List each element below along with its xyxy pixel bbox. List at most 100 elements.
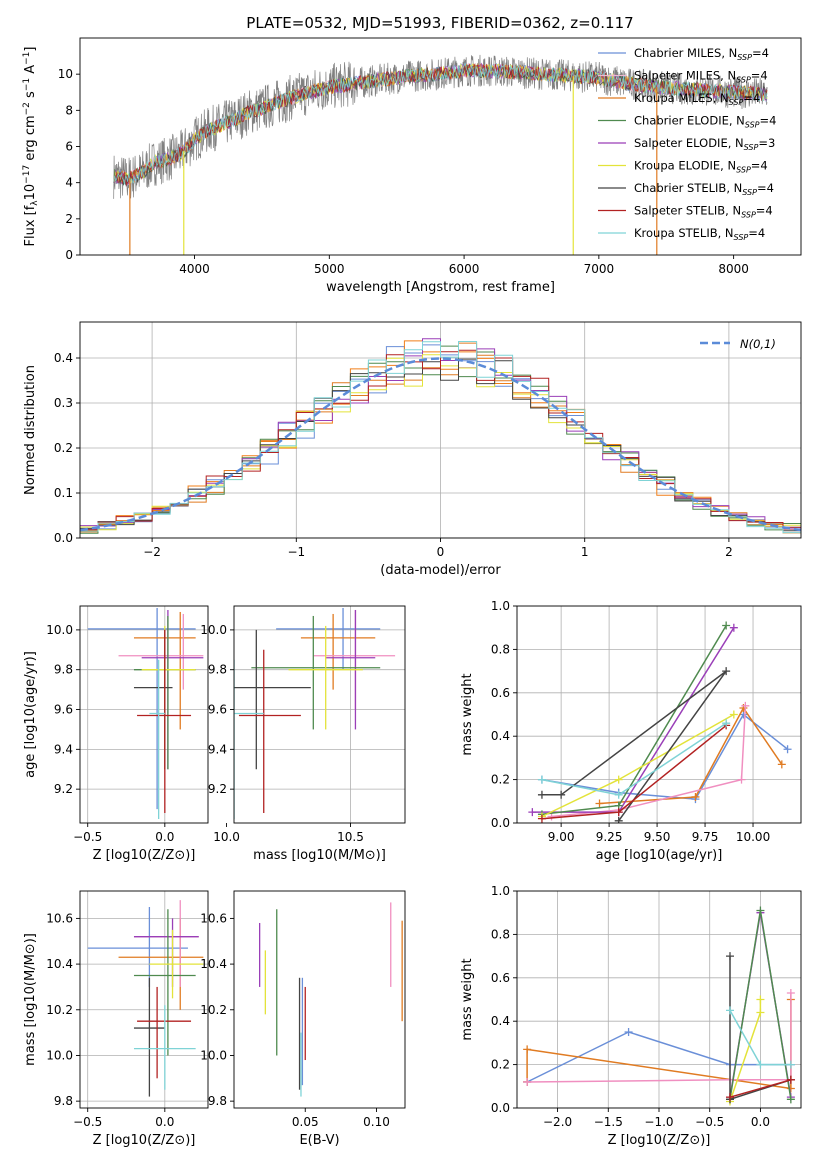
weight-point — [614, 808, 623, 817]
x-tick-label: 5000 — [314, 262, 345, 276]
weight-point — [741, 701, 750, 710]
x-axis-label: mass [log10(M/M⊙)] — [253, 848, 386, 863]
y-tick-label: 0.2 — [491, 773, 510, 787]
error-cross — [288, 625, 363, 730]
weight_vs_Z-plot-area — [517, 891, 801, 1108]
y-tick-label: 10.0 — [200, 1048, 227, 1062]
y-tick-label: 10.2 — [200, 1003, 227, 1017]
weight-point — [537, 814, 546, 823]
y-tick-label: 10.6 — [46, 911, 73, 925]
normal-reference-curve — [80, 357, 801, 532]
age_vs_mass-plot: 10.0 10.5 9.2 9.4 9.6 9.8 10.0 mass [log10(M/M⊙… — [200, 605, 406, 863]
x-axis-label: Z [log10(Z/Z⊙)] — [608, 1133, 711, 1148]
y-tick-label: 9.8 — [54, 663, 73, 677]
plot-frame — [516, 605, 802, 824]
weight-point — [777, 760, 786, 769]
weight-point — [786, 1075, 795, 1084]
x-axis-label: E(B-V) — [299, 1133, 339, 1148]
y-tick-label: 0.3 — [54, 396, 73, 410]
y-tick-label: 0.4 — [54, 351, 73, 365]
x-tick-label: 9.50 — [644, 830, 671, 844]
x-tick-label: −2.0 — [543, 1115, 572, 1129]
weight-point — [786, 1060, 795, 1069]
y-axis-label: mass [log10(M/M⊙)] — [23, 933, 38, 1066]
plot-frame — [233, 890, 406, 1109]
weight-point — [523, 1077, 532, 1086]
x-axis-label: Z [log10(Z/Z⊙)] — [93, 848, 196, 863]
y-tick-label: 0.0 — [54, 531, 73, 545]
y-tick-label: 10 — [58, 67, 73, 81]
y-tick-label: 8 — [65, 103, 73, 117]
y-tick-label: 4 — [65, 176, 73, 190]
weight-point — [614, 790, 623, 799]
y-tick-label: 9.8 — [208, 663, 227, 677]
error-cross — [234, 629, 311, 770]
x-tick-label: 10.0 — [213, 830, 240, 844]
plot-frame — [516, 890, 802, 1109]
y-tick-label: 9.4 — [54, 742, 73, 756]
weight-series-line — [599, 706, 783, 805]
y-tick-label: 0.4 — [491, 1014, 510, 1028]
residual-legend: N(0,1) — [700, 337, 776, 351]
age_vs_Z-plot: −0.5 0.0 9.2 9.4 9.6 9.8 10.0 Z [log10(Z/Z⊙)] ag… — [23, 605, 209, 863]
x-axis-label: (data-model)/error — [380, 563, 501, 578]
error-cross — [149, 659, 165, 820]
y-tick-label: 0.0 — [491, 816, 510, 830]
plot-frame — [233, 605, 406, 824]
plot-frame — [79, 321, 802, 539]
plot-frame — [79, 37, 802, 256]
weight-series-line — [527, 993, 792, 1083]
weight-point — [722, 621, 731, 630]
weight-point — [729, 710, 738, 719]
weight-point — [537, 775, 546, 784]
weight-point — [537, 790, 546, 799]
y-tick-label: 1.0 — [491, 884, 510, 898]
y-tick-label: 10.2 — [46, 1003, 73, 1017]
weight-series-line — [541, 670, 727, 822]
error-cross — [137, 629, 192, 814]
x-tick-label: −0.5 — [73, 830, 102, 844]
weight-point — [786, 988, 795, 997]
age_vs_mass-plot-area — [234, 606, 405, 823]
legend-entry: Salpeter MILES, NSSP=4 — [634, 69, 768, 85]
x-tick-label: 0.05 — [292, 1115, 319, 1129]
error-cross — [133, 918, 199, 987]
mass_vs_ebv-plot-area — [258, 902, 403, 1097]
x-tick-label: −1 — [287, 545, 305, 559]
legend-entry: Salpeter ELODIE, NSSP=3 — [634, 136, 775, 152]
x-tick-label: 0.0 — [155, 830, 174, 844]
error-cross — [133, 900, 199, 987]
weight-point — [756, 1008, 765, 1017]
y-tick-label: 9.2 — [54, 782, 73, 796]
y-tick-label: 0.1 — [54, 486, 73, 500]
error-cross — [118, 613, 204, 690]
y-axis-label: Normed distribution — [23, 365, 38, 495]
y-tick-label: 6 — [65, 140, 73, 154]
x-tick-label: 10.00 — [736, 830, 770, 844]
y-tick-label: 10.4 — [46, 957, 73, 971]
x-axis-label: Z [log10(Z/Z⊙)] — [93, 1133, 196, 1148]
y-tick-label: 0.6 — [491, 686, 510, 700]
y-tick-label: 0.4 — [491, 729, 510, 743]
y-axis-label: mass weight — [460, 958, 475, 1040]
weight-point — [614, 816, 623, 823]
error-cross — [234, 659, 264, 820]
weight_vs_Z-plot: −2.0 −1.5 −1.0 −0.5 0.0 0.0 0.2 0.4 0.6 0.8 1.0 Z [… — [460, 884, 802, 1148]
x-axis-label: age [log10(age/yr)] — [596, 848, 723, 863]
y-tick-label: 10.0 — [46, 1048, 73, 1062]
error-cross — [276, 607, 381, 670]
error-cross — [133, 909, 196, 1056]
x-tick-label: 6000 — [449, 262, 480, 276]
y-tick-label: 1.0 — [491, 599, 510, 613]
legend-entry: Salpeter STELIB, NSSP=4 — [634, 204, 773, 220]
residuals-plot: −2 −1 0 1 2 0.0 0.1 0.2 0.3 0.4 (data-model)/error… — [23, 321, 802, 578]
x-tick-label: −0.5 — [695, 1115, 724, 1129]
legend-entry: Kroupa STELIB, NSSP=4 — [634, 226, 765, 242]
weight-point — [722, 667, 731, 676]
x-tick-label: 9.00 — [548, 830, 575, 844]
legend-entry: Kroupa ELODIE, NSSP=4 — [634, 159, 768, 175]
weight-point — [528, 808, 537, 817]
weight-point — [557, 790, 566, 799]
